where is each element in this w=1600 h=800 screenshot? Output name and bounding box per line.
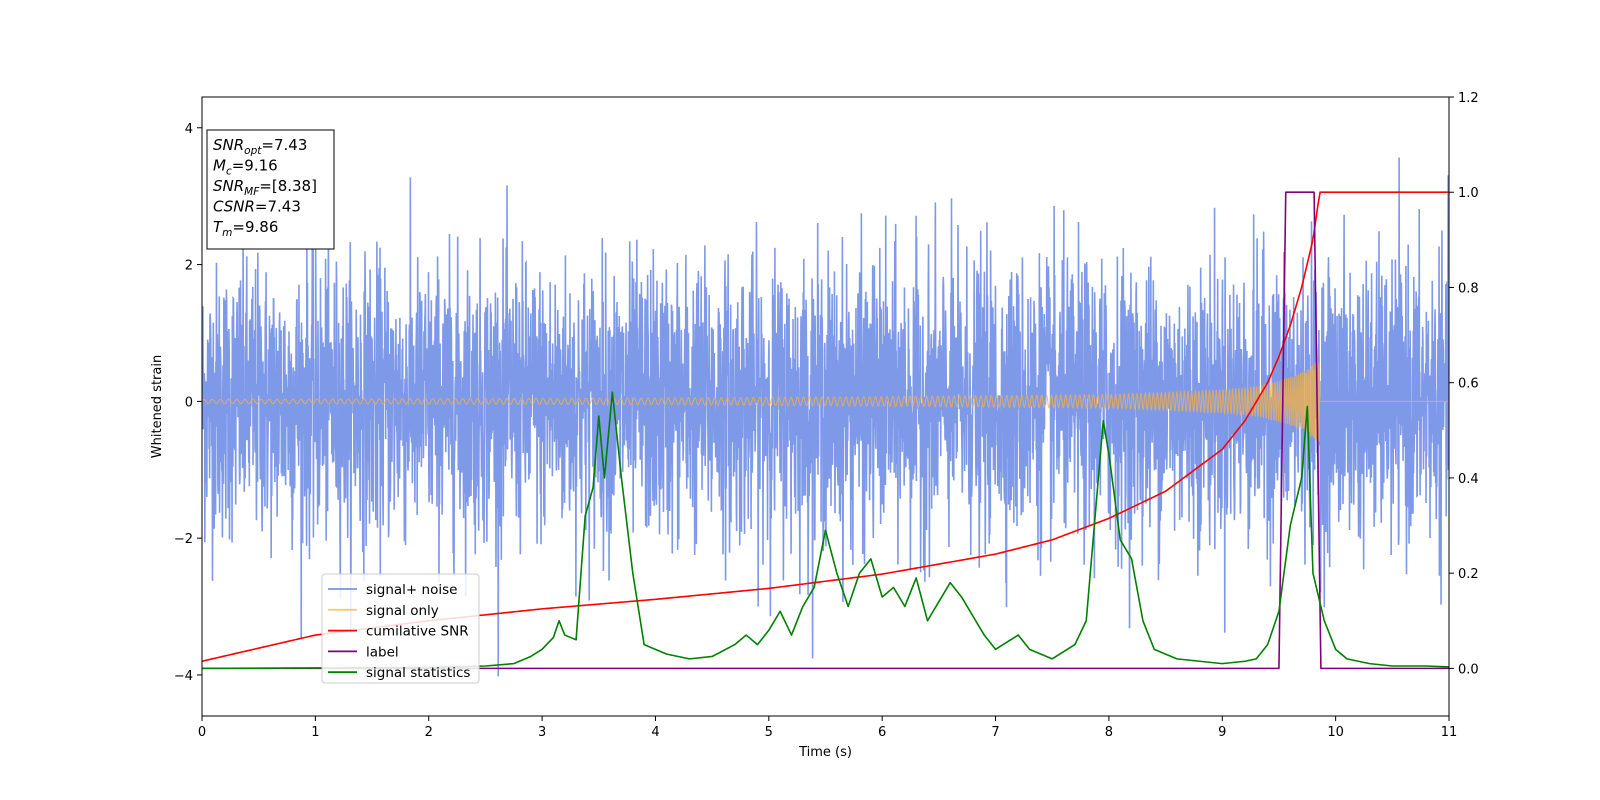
info-line: Tm=9.86: [213, 218, 278, 239]
legend: signal+ noise signal only cumilative SNR la…: [321, 573, 480, 684]
y-tick-label: 0: [185, 395, 193, 410]
x-tick-label: 10: [1327, 725, 1344, 740]
x-tick-label: 2: [425, 725, 433, 740]
y2-tick-label: 0.4: [1458, 472, 1479, 487]
y2-tick-label: 0.0: [1458, 662, 1479, 677]
series-signal-only-line: [202, 361, 1449, 442]
series-label-line: [202, 191, 1449, 670]
y2-tick-label: 0.2: [1458, 567, 1479, 582]
x-tick-label: 0: [198, 725, 206, 740]
x-tick-label: 1: [311, 725, 319, 740]
y-tick-label: −2: [174, 532, 193, 547]
x-tick-label: 7: [991, 725, 999, 740]
legend-label: signal only: [366, 603, 439, 619]
x-tick-label: 3: [538, 725, 546, 740]
y2-tick-label: 0.6: [1458, 377, 1479, 392]
x-tick-label: 4: [651, 725, 659, 740]
x-tick-label: 11: [1441, 725, 1458, 740]
legend-label: signal statistics: [366, 665, 470, 681]
series-signal-statistics-line: [202, 391, 1449, 670]
y-axis-title: Whitened strain: [150, 355, 165, 458]
legend-label: cumilative SNR: [366, 624, 469, 640]
info-line: CSNR=7.43: [213, 198, 301, 216]
info-line: SNRopt=7.43: [213, 136, 307, 157]
y-tick-label: −4: [174, 669, 193, 684]
series-signal-noise-line: [202, 157, 1449, 677]
y-tick-label: 2: [185, 259, 193, 274]
x-tick-label: 9: [1218, 725, 1226, 740]
legend-label: signal+ noise: [366, 582, 457, 598]
x-tick-label: 8: [1105, 725, 1113, 740]
x-tick-label: 6: [878, 725, 886, 740]
y2-tick-label: 0.8: [1458, 281, 1479, 296]
info-line: SNRMF=[8.38]: [213, 177, 317, 198]
legend-label: label: [366, 644, 399, 660]
y-tick-label: 4: [185, 122, 193, 137]
info-line: Mc=9.16: [213, 157, 278, 178]
plot-frame: [201, 96, 1450, 717]
y2-tick-label: 1.2: [1458, 91, 1479, 106]
x-axis-title: Time (s): [798, 745, 852, 760]
x-tick-label: 5: [765, 725, 773, 740]
y2-tick-label: 1.0: [1458, 186, 1479, 201]
